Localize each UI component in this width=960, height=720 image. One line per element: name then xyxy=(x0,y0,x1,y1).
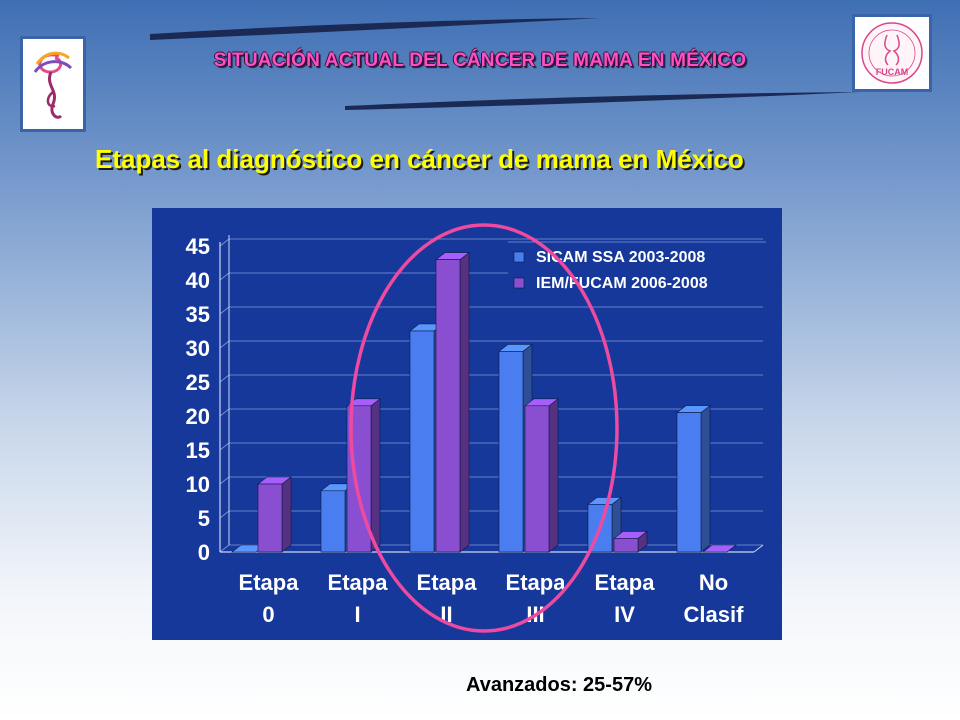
legend-swatch xyxy=(513,277,525,289)
x-tick-label: IV xyxy=(614,602,635,627)
fucam-logo-text: FUCAM xyxy=(876,67,909,77)
x-axis-depth-line xyxy=(753,544,764,553)
gridline-depth xyxy=(219,272,230,281)
legend-label: IEM/FUCAM 2006-2008 xyxy=(536,275,708,292)
x-tick-label: II xyxy=(440,602,452,627)
gridline-depth xyxy=(219,544,230,553)
bar-side xyxy=(281,476,292,553)
x-tick-label: Etapa xyxy=(417,570,478,595)
bar-top xyxy=(702,544,737,553)
bar xyxy=(257,483,283,553)
chart-legend: SICAM SSA 2003-2008 IEM/FUCAM 2006-2008 xyxy=(508,241,766,300)
bar xyxy=(435,259,461,553)
x-tick-label: Clasif xyxy=(684,602,745,627)
left-logo xyxy=(20,36,86,132)
gridline-depth xyxy=(219,374,230,383)
x-tick-label: No xyxy=(699,570,728,595)
x-tick-label: 0 xyxy=(262,602,274,627)
y-tick-label: 30 xyxy=(186,336,210,361)
bar xyxy=(613,538,639,553)
gridline-depth xyxy=(219,476,230,485)
y-tick-label: 5 xyxy=(198,506,210,531)
gridline-depth xyxy=(219,340,230,349)
y-tick-label: 0 xyxy=(198,540,210,565)
chart-x-labels: Etapa 0 Etapa I Etapa II Etapa III Etapa IV No Clas… xyxy=(239,570,745,627)
chart-y-labels: 0 5 10 15 20 25 30 35 40 45 xyxy=(186,234,210,565)
legend-swatch xyxy=(513,251,525,263)
right-logo: FUCAM xyxy=(852,14,932,92)
chart-container: Etapa 0 Etapa I Etapa II Etapa III Etapa IV No Clas… xyxy=(152,208,782,640)
x-tick-label: Etapa xyxy=(506,570,567,595)
y-tick-label: 40 xyxy=(186,268,210,293)
bar xyxy=(320,490,346,553)
bar xyxy=(498,351,524,553)
slide-subtitle: Etapas al diagnóstico en cáncer de mama … xyxy=(95,144,744,174)
gridline-depth xyxy=(219,306,230,315)
bar-side xyxy=(700,404,711,553)
y-tick-label: 45 xyxy=(186,234,210,259)
y-tick-label: 15 xyxy=(186,438,210,463)
advanced-stages-footnote: Avanzados: 25-57% xyxy=(466,674,652,696)
gridline-depth xyxy=(219,408,230,417)
bar xyxy=(587,504,613,553)
legend-label: SICAM SSA 2003-2008 xyxy=(536,249,705,266)
fucam-logo-icon: FUCAM xyxy=(861,22,923,84)
page-header-title: SITUACIÓN ACTUAL DEL CÁNCER DE MAMA EN M… xyxy=(213,50,747,71)
bar xyxy=(676,412,702,553)
x-tick-label: Etapa xyxy=(328,570,389,595)
gridline-depth xyxy=(219,442,230,451)
gridline-depth xyxy=(219,238,230,247)
y-tick-label: 25 xyxy=(186,370,210,395)
x-tick-label: I xyxy=(354,602,360,627)
gridline-depth xyxy=(219,510,230,519)
bar xyxy=(409,330,435,553)
header-swoosh-decoration xyxy=(150,18,860,110)
bar xyxy=(524,405,550,553)
bar-chart: Etapa 0 Etapa I Etapa II Etapa III Etapa IV No Clas… xyxy=(186,234,766,627)
x-tick-label: III xyxy=(526,602,544,627)
y-tick-label: 35 xyxy=(186,302,210,327)
bar-side xyxy=(548,398,559,553)
y-tick-label: 10 xyxy=(186,472,210,497)
x-tick-label: Etapa xyxy=(239,570,300,595)
bar-side xyxy=(370,398,381,553)
ribbon-woman-logo-icon xyxy=(33,51,73,119)
bar xyxy=(346,405,372,553)
y-tick-label: 20 xyxy=(186,404,210,429)
bar-side xyxy=(459,251,470,553)
x-tick-label: Etapa xyxy=(595,570,656,595)
